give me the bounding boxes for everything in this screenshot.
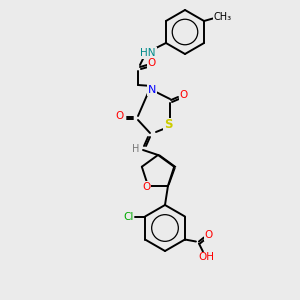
Text: S: S bbox=[164, 118, 172, 131]
Text: H: H bbox=[132, 144, 140, 154]
Text: O: O bbox=[142, 182, 150, 192]
Text: O: O bbox=[115, 111, 123, 121]
Text: OH: OH bbox=[198, 253, 214, 262]
Text: O: O bbox=[180, 90, 188, 100]
Text: HN: HN bbox=[140, 48, 156, 58]
Text: Cl: Cl bbox=[123, 212, 133, 221]
Text: O: O bbox=[205, 230, 213, 241]
Text: N: N bbox=[148, 85, 156, 95]
Text: O: O bbox=[148, 58, 156, 68]
Text: CH₃: CH₃ bbox=[214, 12, 232, 22]
